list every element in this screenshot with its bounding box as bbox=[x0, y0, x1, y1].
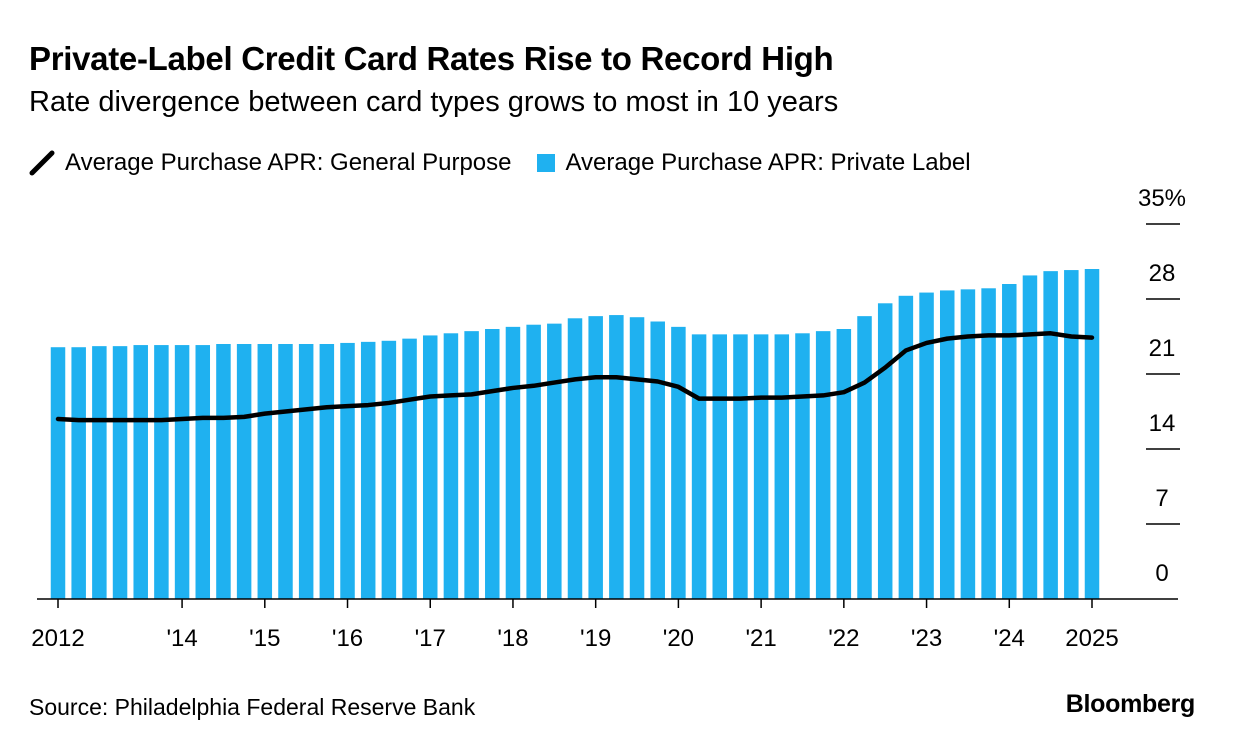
bar-private-label bbox=[319, 344, 335, 599]
source-note: Source: Philadelphia Federal Reserve Ban… bbox=[29, 694, 476, 720]
bar-private-label bbox=[464, 331, 479, 599]
bar-private-label bbox=[1022, 275, 1038, 599]
line-general-purpose bbox=[55, 331, 1095, 423]
bar-private-label bbox=[154, 345, 169, 599]
bar-private-label bbox=[195, 345, 211, 599]
bar-private-label bbox=[133, 345, 148, 599]
x-tick-label: '24 bbox=[994, 625, 1025, 652]
legend-label-general-purpose: Average Purchase APR: General Purpose bbox=[65, 149, 512, 176]
bar-private-label bbox=[753, 334, 769, 599]
bar-private-label bbox=[650, 321, 665, 599]
x-tick-label: 2025 bbox=[1065, 625, 1118, 652]
x-tick-label: '23 bbox=[911, 625, 942, 652]
bar-private-label bbox=[691, 334, 707, 599]
legend-label-private-label: Average Purchase APR: Private Label bbox=[565, 149, 971, 176]
y-tick-label: 35% bbox=[1138, 185, 1186, 212]
bar-private-label bbox=[257, 344, 273, 599]
bar-private-label bbox=[1002, 284, 1017, 599]
legend: Average Purchase APR: General Purpose Av… bbox=[29, 146, 997, 180]
bar-private-label bbox=[1043, 271, 1058, 599]
x-tick-label: '14 bbox=[166, 625, 197, 652]
bar-private-label bbox=[877, 303, 893, 599]
bar-private-label bbox=[422, 335, 438, 599]
legend-item-general-purpose: Average Purchase APR: General Purpose bbox=[29, 149, 511, 177]
bar-private-label bbox=[340, 342, 355, 599]
bar-private-label bbox=[671, 326, 686, 599]
bar-private-label bbox=[588, 316, 603, 599]
x-tick-label: '16 bbox=[332, 625, 363, 652]
bar-private-label bbox=[1084, 269, 1100, 599]
bar-private-label bbox=[857, 316, 872, 599]
bar-private-label bbox=[505, 326, 521, 599]
bar-private-label bbox=[174, 345, 190, 599]
x-axis: 2012 '14 '15 '16 '17 '18 '19 '20 '21 '22 '23 '24 202… bbox=[31, 598, 1178, 652]
bar-private-label bbox=[278, 344, 293, 599]
bar-private-label bbox=[981, 288, 996, 599]
bar-private-label bbox=[836, 329, 852, 599]
x-tick-label: '18 bbox=[497, 625, 528, 652]
x-tick-label: '22 bbox=[828, 625, 859, 652]
x-tick-label: '15 bbox=[249, 625, 280, 652]
bar-private-label bbox=[112, 346, 128, 599]
y-tick-label: 28 bbox=[1149, 260, 1176, 287]
bar-private-label bbox=[960, 289, 976, 599]
bar-private-label bbox=[443, 333, 459, 599]
bar-private-label bbox=[547, 323, 562, 599]
bar-private-label bbox=[815, 331, 831, 599]
bar-private-label bbox=[92, 346, 107, 599]
legend-box-icon bbox=[537, 154, 556, 172]
x-tick-label: '21 bbox=[745, 625, 776, 652]
x-tick-label: '17 bbox=[415, 625, 446, 652]
bar-private-label bbox=[939, 290, 955, 599]
bar-series bbox=[50, 269, 1100, 599]
chart-subtitle: Rate divergence between card types grows… bbox=[29, 86, 839, 118]
x-tick-label: '19 bbox=[580, 625, 611, 652]
bar-private-label bbox=[402, 338, 417, 599]
bar-private-label bbox=[50, 347, 66, 599]
bar-private-label bbox=[360, 341, 376, 599]
y-axis: 0 7 14 21 28 35% bbox=[1138, 185, 1186, 587]
y-tick-label: 7 bbox=[1155, 485, 1168, 512]
bar-private-label bbox=[298, 344, 314, 599]
bar-private-label bbox=[216, 344, 231, 599]
bloomberg-logo: Bloomberg bbox=[1065, 690, 1196, 718]
bar-private-label bbox=[919, 292, 934, 599]
line-series bbox=[55, 331, 1095, 423]
y-tick-label: 14 bbox=[1149, 410, 1176, 437]
bar-private-label bbox=[71, 347, 86, 599]
y-tick-label: 0 bbox=[1155, 560, 1168, 587]
legend-line-icon bbox=[29, 150, 55, 176]
x-tick-label: '20 bbox=[663, 625, 694, 652]
bar-private-label bbox=[733, 334, 748, 599]
bar-private-label bbox=[609, 315, 624, 599]
x-tick-label: 2012 bbox=[31, 625, 84, 652]
bar-private-label bbox=[485, 329, 500, 599]
bar-private-label bbox=[236, 344, 252, 599]
bar-private-label bbox=[629, 317, 645, 599]
legend-item-private-label: Average Purchase APR: Private Label bbox=[537, 149, 971, 177]
bar-private-label bbox=[381, 340, 397, 599]
y-tick-label: 21 bbox=[1149, 335, 1176, 362]
bar-private-label bbox=[1064, 270, 1079, 599]
bar-private-label bbox=[526, 324, 541, 599]
bar-private-label bbox=[898, 295, 914, 599]
bar-private-label bbox=[712, 334, 728, 599]
bar-private-label bbox=[774, 334, 790, 599]
bar-private-label bbox=[795, 333, 810, 599]
chart-title: Private-Label Credit Card Rates Rise to … bbox=[29, 40, 834, 77]
bar-private-label bbox=[567, 318, 583, 599]
